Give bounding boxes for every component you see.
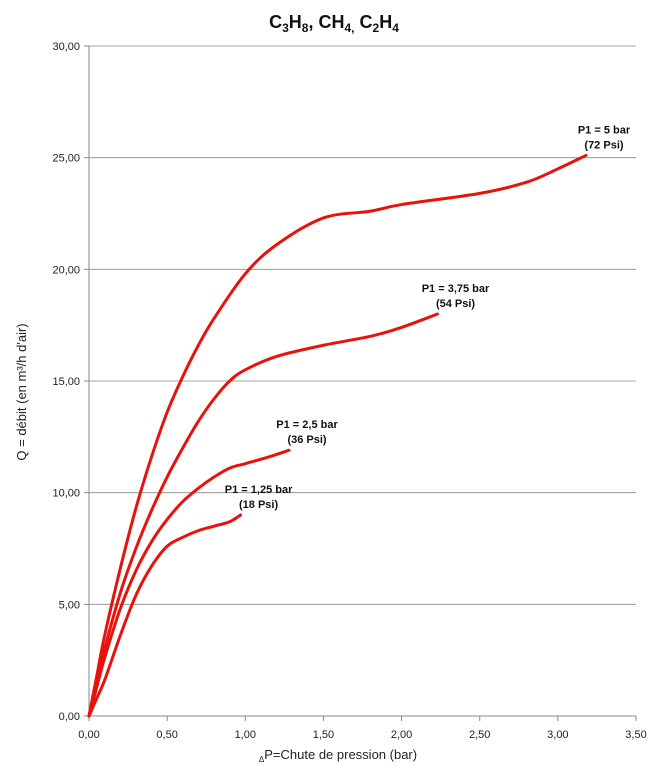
annotation-line: P1 = 5 bar <box>578 124 631 136</box>
y-tick-label: 20,00 <box>52 264 80 276</box>
x-tick-label: 0,50 <box>156 729 177 741</box>
x-tick-label: 3,50 <box>625 729 646 741</box>
series-lines <box>87 153 588 718</box>
title-part: 4 <box>392 21 399 35</box>
x-tick-label: 1,50 <box>313 729 334 741</box>
title-part: H <box>289 12 302 32</box>
annotation-line: P1 = 2,5 bar <box>276 419 338 431</box>
series-line-3 <box>87 448 291 718</box>
y-tick-label: 5,00 <box>59 599 80 611</box>
annotation-line: P1 = 1,25 bar <box>225 484 293 496</box>
series-annotation-3: P1 = 2,5 bar (36 Psi) <box>276 419 338 446</box>
title-part: 2 <box>373 21 380 35</box>
x-tick-label: 1,00 <box>235 729 256 741</box>
chart-title: C3H8, CH4, C2H4 <box>269 12 399 35</box>
series-annotation-2: P1 = 3,75 bar (54 Psi) <box>422 283 490 310</box>
y-axis-title: Q = débit (en m³/h d'air) <box>14 323 29 460</box>
x-tick-label: 3,00 <box>547 729 568 741</box>
annotation-line: (18 Psi) <box>239 499 278 511</box>
title-part: 3 <box>282 21 289 35</box>
x-axis-title-prefix: Δ <box>259 755 265 764</box>
title-part: C <box>355 12 373 32</box>
annotation-line: (54 Psi) <box>436 298 475 310</box>
annotation-line: (36 Psi) <box>287 434 326 446</box>
title-part: 8 <box>302 21 309 35</box>
annotation-line: P1 = 3,75 bar <box>422 283 490 295</box>
series-line-1 <box>87 153 588 718</box>
title-part: , CH <box>308 12 344 32</box>
y-tick-label: 0,00 <box>59 711 80 723</box>
title-part: C <box>269 12 282 32</box>
x-tick-labels: 0,00 0,50 1,00 1,50 2,00 2,50 3,00 3,50 <box>78 729 646 741</box>
y-tick-label: 30,00 <box>52 41 80 53</box>
y-tick-label: 25,00 <box>52 153 80 165</box>
x-tick-label: 0,00 <box>78 729 99 741</box>
gridlines <box>84 45 636 717</box>
series-annotation-1: P1 = 5 bar (72 Psi) <box>578 124 631 151</box>
series-line-4 <box>87 513 243 718</box>
y-tick-label: 10,00 <box>52 488 80 500</box>
series-annotation-4: P1 = 1,25 bar (18 Psi) <box>225 484 293 511</box>
title-part: H <box>379 12 392 32</box>
x-axis-title-text: P=Chute de pression (bar) <box>264 747 417 762</box>
x-axis-title: ΔP=Chute de pression (bar) <box>259 747 417 764</box>
y-tick-labels: 0,00 5,00 10,00 15,00 20,00 25,00 30,00 <box>52 41 80 723</box>
x-tick-label: 2,50 <box>469 729 490 741</box>
annotation-line: (72 Psi) <box>584 139 623 151</box>
y-tick-label: 15,00 <box>52 376 80 388</box>
series-line-2 <box>87 312 440 718</box>
axes <box>88 46 637 721</box>
x-tick-label: 2,00 <box>391 729 412 741</box>
series-annotations: P1 = 5 bar (72 Psi)P1 = 3,75 bar (54 Psi)P… <box>225 124 631 511</box>
title-part: 4, <box>344 21 354 35</box>
